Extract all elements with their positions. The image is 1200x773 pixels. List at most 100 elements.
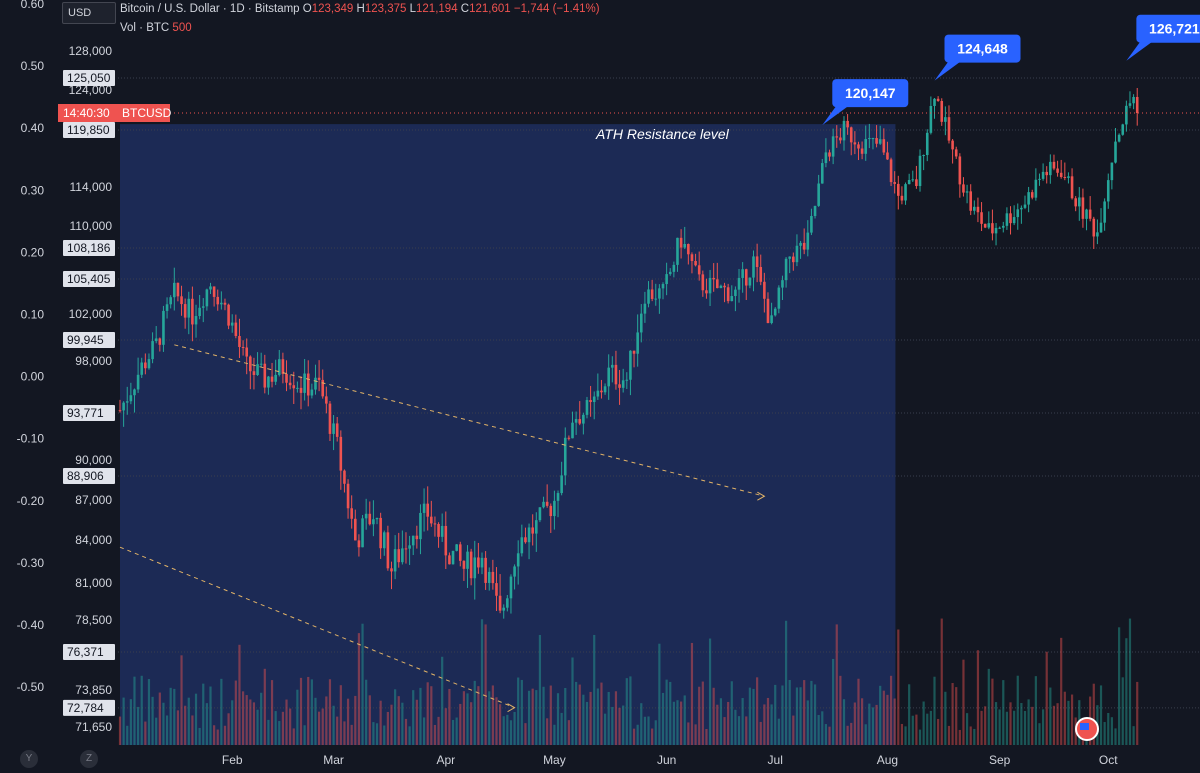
time-axis[interactable]: FebMarAprMayJunJulAugSepOctNov: [222, 753, 1200, 767]
candle-body: [936, 98, 940, 102]
z-axis-toggle[interactable]: Z: [80, 750, 98, 768]
volume-bar: [1121, 677, 1124, 745]
volume-bar: [296, 689, 299, 745]
candle-body: [401, 548, 404, 563]
candle-body: [440, 525, 444, 537]
volume-bar: [687, 722, 690, 745]
price-tick: 90,000: [75, 453, 112, 467]
candle-body: [625, 379, 629, 381]
currency-selector[interactable]: USD: [62, 2, 116, 24]
volume-bars: [118, 618, 1139, 745]
price-labels: 125,050 119,850 108,186 105,405 99,945 93,771…: [58, 70, 172, 716]
callout-pointer: [1126, 38, 1157, 61]
candle-body: [1070, 176, 1074, 199]
volume-bar: [575, 681, 578, 745]
left-axis-tick: 0.60: [21, 0, 45, 11]
ohlc-change: −1,744 (−1.41%): [513, 3, 600, 15]
candle-body: [962, 184, 965, 193]
volume-bar: [372, 722, 375, 745]
candle-body: [125, 401, 129, 403]
y-axis-toggle[interactable]: Y: [20, 750, 38, 768]
volume-bar: [325, 696, 328, 745]
volume-bar: [911, 715, 914, 745]
price-tick: 110,000: [70, 219, 113, 233]
candle-body: [144, 362, 147, 369]
candle-body: [524, 537, 527, 543]
volume-bar: [712, 687, 715, 745]
price-label-box: [63, 468, 115, 484]
candle-body: [379, 517, 382, 549]
candle-body: [140, 362, 144, 375]
candle-body: [303, 373, 306, 393]
candle-body: [173, 282, 176, 298]
volume-bar: [853, 702, 856, 745]
volume-bar: [871, 707, 875, 745]
candle-body: [868, 138, 871, 140]
volume-bar: [151, 696, 154, 745]
volume-bar: [234, 680, 237, 745]
candle-body: [292, 385, 296, 389]
economic-event-icon[interactable]: [1075, 717, 1099, 741]
candle-body: [973, 206, 976, 211]
candle-body: [777, 287, 781, 309]
volume-bar: [658, 643, 661, 745]
volume-bar: [535, 690, 538, 745]
price-tick: 81,000: [75, 576, 112, 590]
candle-body: [343, 470, 346, 484]
candle-body: [661, 284, 665, 289]
volume-bar: [520, 679, 523, 745]
candle-body: [1110, 162, 1114, 181]
candle-body: [632, 350, 636, 354]
candle-body: [180, 296, 183, 305]
volume-bar: [868, 703, 871, 745]
time-axis-tick: Jun: [657, 753, 676, 767]
symbol-title: Bitcoin / U.S. Dollar · 1D · Bitstamp: [120, 3, 300, 15]
candle-body: [477, 557, 480, 568]
volume-bar: [527, 690, 531, 745]
volume-bar: [155, 717, 158, 745]
candle-body: [1132, 96, 1135, 104]
volume-bar: [220, 678, 223, 745]
volume-bar: [459, 703, 462, 745]
volume-bar: [835, 624, 838, 745]
candle-body: [1074, 198, 1077, 207]
candle-body: [1059, 172, 1063, 177]
volume-bar: [618, 707, 621, 745]
candle-body: [422, 503, 426, 513]
volume-bar: [596, 688, 599, 745]
candle-body: [882, 139, 886, 153]
volume-bar: [651, 728, 654, 745]
volume-bar: [690, 642, 694, 745]
volume-bar: [252, 702, 256, 745]
candle-body: [629, 350, 632, 380]
time-axis-tick: Sep: [989, 753, 1011, 767]
candle-body: [520, 537, 524, 554]
volume-bar: [958, 729, 961, 745]
candle-body: [676, 237, 679, 265]
volume-bar: [632, 728, 636, 745]
volume-bar: [158, 692, 161, 745]
trend-arrow: [757, 491, 766, 501]
candle-body: [1099, 222, 1103, 233]
candle-body: [491, 571, 495, 584]
callout-label: 126,721: [1149, 21, 1200, 37]
volume-bar: [886, 694, 889, 745]
candle-body: [216, 296, 220, 305]
ohlc-high: H123,375: [356, 3, 407, 15]
candle-body: [419, 512, 422, 540]
candle-body: [864, 139, 868, 154]
candle-body: [726, 287, 730, 302]
current-price-tag: [58, 104, 170, 122]
volume-bar: [795, 687, 799, 745]
candle-body: [274, 374, 277, 382]
candle-body: [299, 387, 303, 393]
candle-body: [444, 525, 448, 556]
left-axis-tick: -0.40: [17, 618, 45, 632]
candle-body: [1016, 209, 1020, 218]
candle-body: [1081, 197, 1085, 219]
volume-bar: [1136, 681, 1139, 745]
candle-body: [372, 519, 375, 525]
candle-body: [965, 191, 969, 193]
candle-body: [277, 359, 281, 375]
